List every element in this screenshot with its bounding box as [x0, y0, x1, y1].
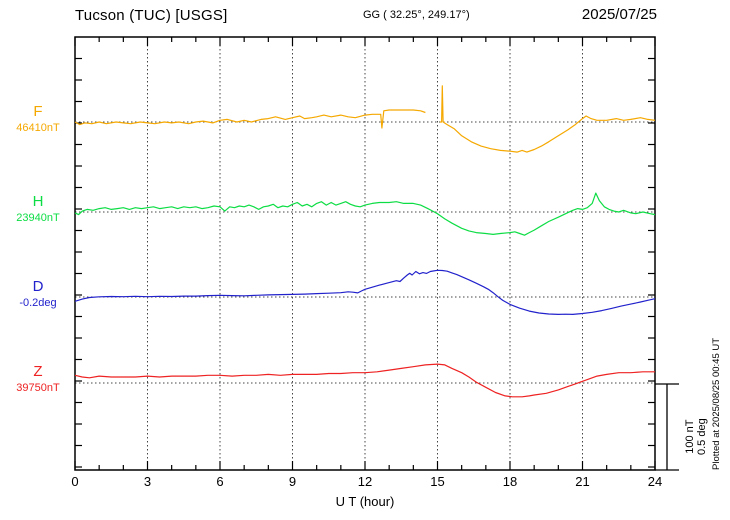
x-tick-label: 21 [575, 474, 590, 489]
x-tick-label: 24 [647, 474, 663, 489]
channel-baseline-D: -0.2deg [19, 297, 57, 309]
channel-label-Z: Z 39750nT [6, 364, 70, 394]
channel-baseline-Z: 39750nT [16, 382, 60, 394]
plot-date: 2025/07/25 [581, 6, 657, 23]
page-title: Tucson (TUC) [USGS] [75, 7, 228, 24]
plot-frame [74, 36, 656, 471]
scale-bar-deg: 0.5 deg [696, 418, 708, 455]
channel-letter-D: D [32, 278, 44, 295]
channel-letter-F: F [33, 103, 43, 120]
geographic-coordinates: GG ( 32.25°, 249.17°) [363, 9, 470, 21]
scale-bar-nt: 100 nT [684, 419, 696, 454]
trace-Z [74, 363, 655, 398]
x-tick-label: 0 [71, 474, 79, 489]
channel-label-D: D -0.2deg [6, 279, 70, 309]
x-tick-label: 6 [216, 474, 224, 489]
channel-baseline-H: 23940nT [16, 212, 60, 224]
trace-D [74, 269, 656, 315]
x-tick-label: 3 [143, 474, 152, 489]
x-tick-label: 12 [357, 474, 373, 489]
scale-bar-label: 100 nT 0.5 deg [684, 418, 708, 455]
channel-baseline-F: 46410nT [16, 122, 60, 134]
trace-H [74, 192, 656, 236]
x-tick-label: 15 [430, 474, 445, 489]
channel-label-F: F 46410nT [6, 104, 70, 134]
x-tick-label: 9 [288, 474, 297, 489]
x-axis-title: U T (hour) [335, 494, 395, 509]
x-tick-label: 18 [502, 474, 518, 489]
channel-label-H: H 23940nT [6, 194, 70, 224]
plotted-at-note: Plotted at 2025/08/25 00:45 UT [711, 337, 722, 470]
channel-letter-H: H [32, 193, 44, 210]
channel-letter-Z: Z [33, 363, 43, 380]
trace-F [74, 85, 656, 153]
